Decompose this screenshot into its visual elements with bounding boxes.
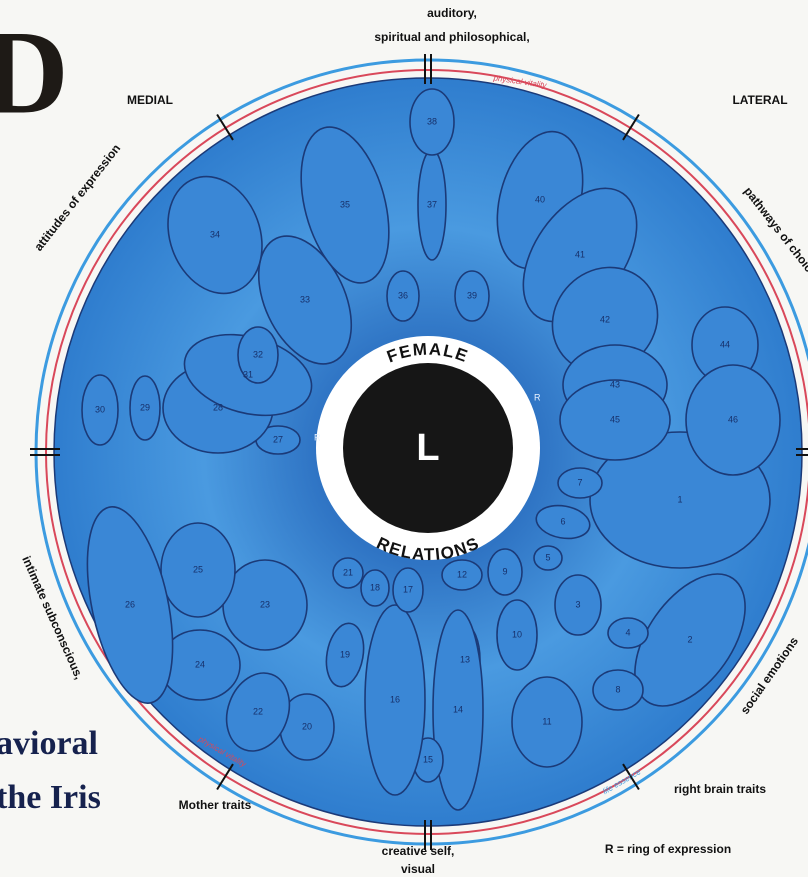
zone-number: 13 xyxy=(460,654,470,664)
zone-number: 45 xyxy=(610,414,620,424)
zone-number: 27 xyxy=(273,434,283,444)
zone-number: 20 xyxy=(302,721,312,731)
zone-number: 39 xyxy=(467,290,477,300)
zone-number: 44 xyxy=(720,339,730,349)
zone-number: 46 xyxy=(728,414,738,424)
zone-number: 30 xyxy=(95,404,105,414)
zone-number: 3 xyxy=(575,599,580,609)
zone-number: 19 xyxy=(340,649,350,659)
zone-number: 32 xyxy=(253,349,263,359)
zone-number: 22 xyxy=(253,706,263,716)
zone-number: 36 xyxy=(398,290,408,300)
zone-number: 11 xyxy=(542,716,551,726)
header-line: avioral xyxy=(0,725,98,762)
zone-number: 34 xyxy=(210,229,220,239)
zone-number: 6 xyxy=(560,516,565,526)
zone-number: 15 xyxy=(423,754,433,764)
zone-number: 24 xyxy=(195,659,205,669)
zone-number: 28 xyxy=(213,402,223,412)
zone-number: 17 xyxy=(403,584,413,594)
iris-chart: 1234567891011121314151617181920212223242… xyxy=(0,0,808,877)
zone-number: 43 xyxy=(610,379,620,389)
header-line: the Iris xyxy=(0,779,101,816)
zone-number: 9 xyxy=(502,566,507,576)
label: R = ring of expression xyxy=(605,842,731,856)
zone-number: 38 xyxy=(427,116,437,126)
zone-number: 33 xyxy=(300,294,310,304)
zone-number: 10 xyxy=(512,629,522,639)
zone-number: 7 xyxy=(577,477,582,487)
label: spiritual and philosophical, xyxy=(374,30,529,44)
zone-number: 2 xyxy=(687,634,692,644)
zone-number: 14 xyxy=(453,704,463,714)
zone-number: 12 xyxy=(457,569,467,579)
zone-number: 21 xyxy=(343,567,353,577)
zone-number: 1 xyxy=(677,494,682,504)
zone-number: 26 xyxy=(125,599,135,609)
zone-number: 25 xyxy=(193,564,203,574)
zone-number: 16 xyxy=(390,694,400,704)
zone-number: 4 xyxy=(625,627,630,637)
zone-number: 18 xyxy=(370,582,380,592)
label: right brain traits xyxy=(674,782,766,796)
zone-number: 42 xyxy=(600,314,610,324)
zone-number: 35 xyxy=(340,199,350,209)
zone-number: 41 xyxy=(575,249,585,259)
label: creative self, xyxy=(382,844,455,858)
ring-mark: R xyxy=(314,432,321,442)
pupil-letter: L xyxy=(416,427,439,469)
label: Mother traits xyxy=(179,798,252,812)
zone-number: 29 xyxy=(140,402,150,412)
ring-mark: R xyxy=(534,392,541,402)
label: LATERAL xyxy=(732,93,787,107)
header-letter: D xyxy=(0,6,69,139)
zone-number: 31 xyxy=(243,369,253,379)
zone-number: 8 xyxy=(615,684,620,694)
label: attitudes of expression xyxy=(31,141,123,253)
zone-number: 5 xyxy=(545,552,550,562)
zone-number: 40 xyxy=(535,194,545,204)
label: auditory, xyxy=(427,6,477,20)
zone-number: 37 xyxy=(427,199,437,209)
page: 1234567891011121314151617181920212223242… xyxy=(0,0,808,877)
zone-number: 23 xyxy=(260,599,270,609)
label: visual xyxy=(401,862,435,876)
label: MEDIAL xyxy=(127,93,173,107)
